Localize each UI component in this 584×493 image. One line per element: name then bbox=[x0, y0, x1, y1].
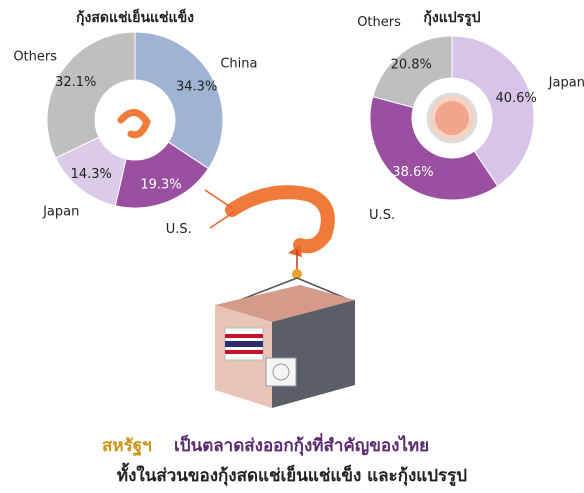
plate-food bbox=[435, 101, 469, 135]
donut-center bbox=[97, 82, 173, 158]
value-label: 34.3% bbox=[176, 79, 217, 94]
value-label: 20.8% bbox=[391, 57, 432, 72]
donut-slice bbox=[134, 31, 224, 170]
chart-title: กุ้งสดแช่เย็นแช่แข็ง bbox=[76, 8, 194, 26]
category-label: Others bbox=[357, 15, 401, 30]
value-label: 14.3% bbox=[71, 167, 112, 182]
caption-text: เป็นตลาดส่งออกกุ้งที่สำคัญของไทย bbox=[174, 433, 429, 456]
value-label: 19.3% bbox=[140, 178, 181, 193]
chart-title: กุ้งแปรรูป bbox=[423, 10, 480, 26]
donut-slice bbox=[451, 35, 535, 187]
category-label: Japan bbox=[42, 205, 79, 220]
caption-highlight: สหรัฐฯ bbox=[102, 436, 152, 457]
value-label: 40.6% bbox=[495, 91, 536, 106]
shrimp-icon bbox=[117, 109, 151, 139]
donut-slice bbox=[46, 31, 136, 159]
value-label: 38.6% bbox=[392, 165, 433, 180]
value-label: 32.1% bbox=[55, 75, 96, 90]
container-illustration bbox=[215, 277, 355, 408]
donut-slice bbox=[369, 95, 499, 201]
caption-line2: ทั้งในส่วนของกุ้งสดแช่เย็นแช่แข็ง และกุ้… bbox=[117, 462, 467, 487]
category-label: U.S. bbox=[369, 208, 395, 223]
category-label: U.S. bbox=[166, 222, 192, 237]
donut-slice bbox=[372, 35, 453, 109]
category-label: Japan bbox=[548, 76, 584, 91]
category-label: China bbox=[220, 57, 257, 72]
shrimp-illustration bbox=[204, 185, 335, 279]
category-label: Others bbox=[13, 50, 57, 65]
